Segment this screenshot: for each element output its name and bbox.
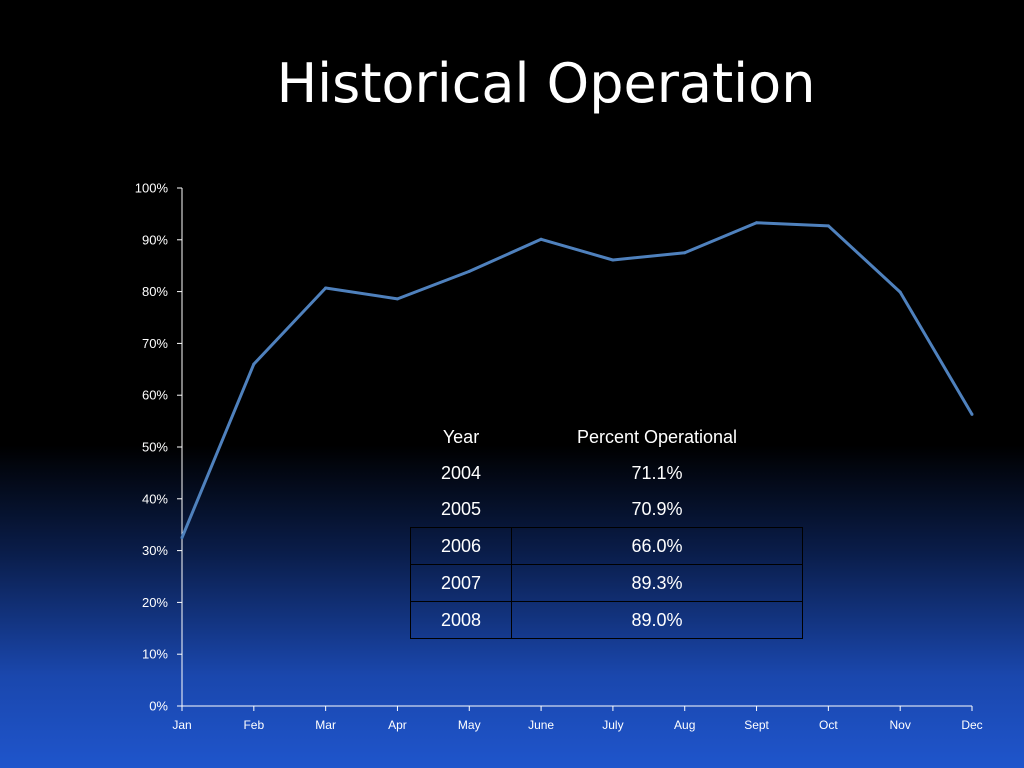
y-tick-label: 80% <box>142 284 168 299</box>
x-tick-label: June <box>528 718 554 732</box>
x-tick-label: Jan <box>172 718 191 732</box>
x-tick-label: July <box>602 718 623 732</box>
data-point <box>324 286 328 290</box>
table-row: 2007 89.3% <box>410 564 803 602</box>
data-point <box>252 362 256 366</box>
header-percent-operational: Percent Operational <box>576 426 738 447</box>
cell-percent: 71.1% <box>631 462 683 483</box>
x-tick-label: Oct <box>819 718 838 732</box>
header-year: Year <box>442 426 480 447</box>
table-row: 2008 89.0% <box>410 601 803 639</box>
cell-year: 2007 <box>410 564 512 602</box>
x-tick-label: Sept <box>744 718 769 732</box>
cell-year: 2005 <box>440 498 482 519</box>
y-tick-label: 50% <box>142 440 168 455</box>
data-point <box>180 536 184 540</box>
y-tick-label: 70% <box>142 336 168 351</box>
y-tick-label: 60% <box>142 388 168 403</box>
data-point <box>826 224 830 228</box>
table-header-row: Year Percent Operational <box>411 419 803 455</box>
x-tick-label: Aug <box>674 718 695 732</box>
y-tick-label: 0% <box>149 699 168 714</box>
x-tick-label: Mar <box>315 718 336 732</box>
x-tick-label: May <box>458 718 481 732</box>
data-point <box>395 297 399 301</box>
data-point <box>539 237 543 241</box>
x-tick-label: Dec <box>961 718 982 732</box>
y-tick-label: 100% <box>135 181 169 196</box>
x-tick-label: Apr <box>388 718 407 732</box>
y-tick-label: 90% <box>142 232 168 247</box>
series-line <box>180 221 974 539</box>
data-point <box>611 258 615 262</box>
slide-title: Historical Operation <box>276 52 816 115</box>
data-point <box>683 251 687 255</box>
data-point <box>898 290 902 294</box>
table-row: 2005 70.9% <box>411 491 803 528</box>
cell-percent: 89.0% <box>511 601 803 639</box>
operation-table: Year Percent Operational 2004 71.1% 2005… <box>410 419 803 639</box>
cell-year: 2004 <box>440 462 482 483</box>
cell-percent: 89.3% <box>511 564 803 602</box>
cell-percent: 66.0% <box>511 527 803 565</box>
y-tick-label: 20% <box>142 595 168 610</box>
y-tick-label: 30% <box>142 543 168 558</box>
y-tick-label: 10% <box>142 647 168 662</box>
data-point <box>467 269 471 273</box>
cell-year: 2006 <box>410 527 512 565</box>
table-row: 2006 66.0% <box>410 527 803 565</box>
data-point <box>755 221 759 225</box>
cell-year: 2008 <box>410 601 512 639</box>
table-row: 2004 71.1% <box>411 455 803 491</box>
x-tick-label: Feb <box>243 718 264 732</box>
data-point <box>970 412 974 416</box>
cell-percent: 70.9% <box>631 498 683 519</box>
x-tick-label: Nov <box>890 718 911 732</box>
y-tick-label: 40% <box>142 491 168 506</box>
